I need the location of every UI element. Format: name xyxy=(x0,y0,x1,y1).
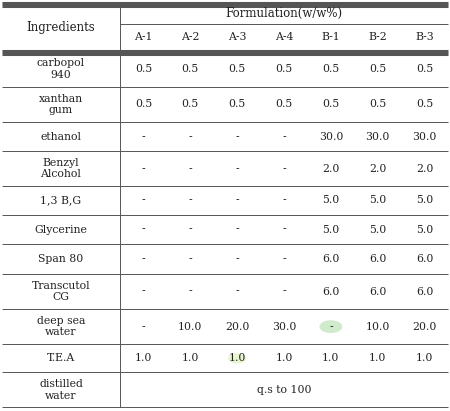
Text: -: - xyxy=(282,224,286,235)
Text: 1.0: 1.0 xyxy=(229,353,246,363)
Text: 6.0: 6.0 xyxy=(369,286,387,297)
Text: 30.0: 30.0 xyxy=(272,322,296,332)
Text: -: - xyxy=(142,132,145,142)
Text: -: - xyxy=(235,195,239,206)
Text: 20.0: 20.0 xyxy=(225,322,249,332)
Text: Formulation(w/w%): Formulation(w/w%) xyxy=(225,7,342,20)
Text: -: - xyxy=(142,224,145,235)
Text: 0.5: 0.5 xyxy=(416,99,433,109)
Text: 0.5: 0.5 xyxy=(275,64,292,74)
Text: -: - xyxy=(235,132,239,142)
Text: 0.5: 0.5 xyxy=(416,64,433,74)
Text: 5.0: 5.0 xyxy=(322,224,339,235)
Text: 0.5: 0.5 xyxy=(182,64,199,74)
Text: 0.5: 0.5 xyxy=(229,99,246,109)
Text: -: - xyxy=(189,132,192,142)
Text: Benzyl
Alcohol: Benzyl Alcohol xyxy=(40,158,81,179)
Text: -: - xyxy=(282,195,286,206)
Text: 30.0: 30.0 xyxy=(319,132,343,142)
Text: -: - xyxy=(235,254,239,264)
Text: -: - xyxy=(189,195,192,206)
Text: -: - xyxy=(282,286,286,297)
Text: -: - xyxy=(282,132,286,142)
Text: A-4: A-4 xyxy=(275,32,293,42)
Text: ethanol: ethanol xyxy=(40,132,81,142)
Text: 0.5: 0.5 xyxy=(135,64,152,74)
Text: -: - xyxy=(282,164,286,173)
Text: distilled
water: distilled water xyxy=(39,379,83,401)
Text: 30.0: 30.0 xyxy=(365,132,390,142)
Text: 5.0: 5.0 xyxy=(416,224,433,235)
Text: Glycerine: Glycerine xyxy=(35,224,87,235)
Text: 1.0: 1.0 xyxy=(369,353,387,363)
Text: A-3: A-3 xyxy=(228,32,247,42)
Text: 1.0: 1.0 xyxy=(322,353,340,363)
Text: 6.0: 6.0 xyxy=(369,254,387,264)
Text: -: - xyxy=(235,286,239,297)
Text: A-1: A-1 xyxy=(134,32,153,42)
Text: 1,3 B,G: 1,3 B,G xyxy=(40,195,81,206)
Text: -: - xyxy=(142,195,145,206)
Text: 1.0: 1.0 xyxy=(135,353,152,363)
Text: 1.0: 1.0 xyxy=(275,353,292,363)
Text: 1.0: 1.0 xyxy=(416,353,433,363)
Text: -: - xyxy=(142,254,145,264)
Ellipse shape xyxy=(229,354,246,363)
Text: 5.0: 5.0 xyxy=(322,195,339,206)
Text: -: - xyxy=(189,254,192,264)
Text: 0.5: 0.5 xyxy=(275,99,292,109)
Text: B-2: B-2 xyxy=(369,32,387,42)
Text: 6.0: 6.0 xyxy=(416,254,433,264)
Text: 5.0: 5.0 xyxy=(369,224,387,235)
Text: 2.0: 2.0 xyxy=(416,164,433,173)
Text: 0.5: 0.5 xyxy=(229,64,246,74)
Text: 20.0: 20.0 xyxy=(412,322,437,332)
Text: 0.5: 0.5 xyxy=(322,64,339,74)
Text: 5.0: 5.0 xyxy=(369,195,387,206)
Text: 30.0: 30.0 xyxy=(412,132,437,142)
Text: 0.5: 0.5 xyxy=(135,99,152,109)
Text: -: - xyxy=(142,164,145,173)
Text: 1.0: 1.0 xyxy=(182,353,199,363)
Text: Transcutol
CG: Transcutol CG xyxy=(32,281,90,302)
Text: -: - xyxy=(235,224,239,235)
Text: deep sea
water: deep sea water xyxy=(37,316,85,337)
Text: carbopol
940: carbopol 940 xyxy=(37,58,85,80)
Text: T.E.A: T.E.A xyxy=(47,353,75,363)
Text: xanthan
gum: xanthan gum xyxy=(39,94,83,115)
Text: -: - xyxy=(142,322,145,332)
Text: -: - xyxy=(142,286,145,297)
Text: 0.5: 0.5 xyxy=(369,64,387,74)
Ellipse shape xyxy=(320,321,342,332)
Text: 0.5: 0.5 xyxy=(322,99,339,109)
Text: q.s to 100: q.s to 100 xyxy=(257,385,311,395)
Text: 2.0: 2.0 xyxy=(322,164,340,173)
Text: 6.0: 6.0 xyxy=(416,286,433,297)
Text: -: - xyxy=(282,254,286,264)
Text: 10.0: 10.0 xyxy=(178,322,202,332)
Text: -: - xyxy=(329,322,333,332)
Text: 6.0: 6.0 xyxy=(322,254,340,264)
Text: 2.0: 2.0 xyxy=(369,164,387,173)
Text: -: - xyxy=(189,164,192,173)
Text: 0.5: 0.5 xyxy=(369,99,387,109)
Text: 10.0: 10.0 xyxy=(365,322,390,332)
Text: 6.0: 6.0 xyxy=(322,286,340,297)
Text: B-3: B-3 xyxy=(415,32,434,42)
Text: A-2: A-2 xyxy=(181,32,199,42)
Text: Ingredients: Ingredients xyxy=(27,21,95,34)
Text: -: - xyxy=(189,224,192,235)
Text: -: - xyxy=(235,164,239,173)
Text: Span 80: Span 80 xyxy=(38,254,84,264)
Text: -: - xyxy=(189,286,192,297)
Text: 0.5: 0.5 xyxy=(182,99,199,109)
Text: 5.0: 5.0 xyxy=(416,195,433,206)
Text: B-1: B-1 xyxy=(321,32,340,42)
